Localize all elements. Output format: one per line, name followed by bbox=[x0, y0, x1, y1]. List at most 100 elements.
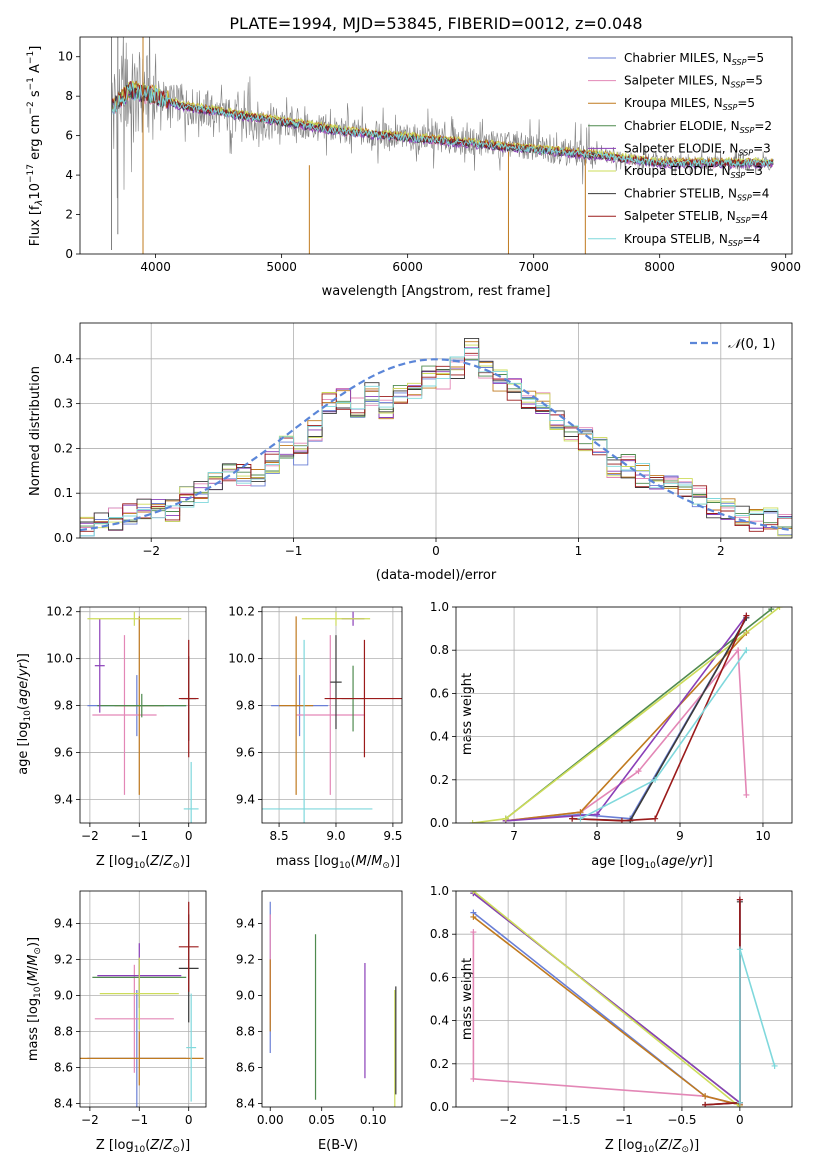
p5-axes: 7 8 9 10 0.0 0.2 0.4 0.6 0.8 1.0 bbox=[430, 600, 793, 843]
p3-ytick-label: 9.4 bbox=[54, 793, 73, 807]
hist-xtick-label: 0 bbox=[432, 544, 440, 558]
hist-ytick-label: 0.3 bbox=[54, 397, 73, 411]
spectrum-frame bbox=[79, 36, 793, 255]
p3-ytick-label: 9.6 bbox=[54, 746, 73, 760]
p6-plot-area bbox=[80, 901, 204, 1107]
p8-marker bbox=[470, 891, 477, 894]
p5-ytick-label: 0.0 bbox=[430, 816, 449, 830]
p5-marker bbox=[743, 791, 750, 798]
p3-xtick-label: −2 bbox=[81, 829, 99, 843]
legend-entry-7: Chabrier STELIB, NSSP=4 bbox=[624, 187, 769, 203]
model-spectrum-line-9 bbox=[111, 82, 774, 168]
p8-ytick-label: 1.0 bbox=[430, 884, 449, 898]
p7-ytick-label: 9.0 bbox=[236, 988, 255, 1002]
histogram-step-9 bbox=[80, 347, 792, 538]
p4-point-8 bbox=[324, 639, 402, 758]
legend-entry-5: Salpeter ELODIE, NSSP=3 bbox=[624, 141, 771, 157]
p8-ylabel: mass weight bbox=[460, 958, 475, 1040]
p6-xtick-label: −1 bbox=[130, 1113, 148, 1127]
spectrum-xtick-label: 5000 bbox=[266, 260, 297, 274]
p5-ytick-label: 1.0 bbox=[430, 600, 449, 614]
p4-ytick-label: 10.0 bbox=[228, 652, 255, 666]
gaussian-reference-curve bbox=[80, 358, 792, 532]
p6-xlabel: Z [log10(Z/Z⊙)] bbox=[96, 1138, 190, 1155]
p7-xtick-label: 0.00 bbox=[257, 1113, 284, 1127]
p8-xtick-label: 0 bbox=[736, 1113, 744, 1127]
p3-ytick-label: 10.2 bbox=[46, 605, 73, 619]
spectrum-xtick-label: 9000 bbox=[770, 260, 801, 274]
p4-frame bbox=[261, 606, 403, 824]
p8-series-6 bbox=[472, 891, 741, 1107]
p8-ytick-label: 0.0 bbox=[430, 1100, 449, 1114]
legend-entry-2: Salpeter MILES, NSSP=5 bbox=[624, 74, 763, 90]
p4-point-2 bbox=[296, 635, 365, 795]
p6-ylabel: mass [log10(M/M⊙)] bbox=[26, 937, 43, 1061]
p8-ytick-label: 0.8 bbox=[430, 927, 449, 941]
p4-ytick-label: 9.8 bbox=[236, 699, 255, 713]
p7-frame bbox=[261, 890, 403, 1108]
p4-plot-area bbox=[262, 611, 402, 823]
p8-marker bbox=[470, 1075, 477, 1082]
p3-point-8 bbox=[178, 639, 199, 758]
p3-xtick-label: 0 bbox=[185, 829, 193, 843]
p5-series-8 bbox=[572, 615, 748, 822]
p6-point-8 bbox=[178, 901, 199, 992]
hist-ytick-label: 0.0 bbox=[54, 531, 73, 545]
p5-marker bbox=[469, 820, 476, 823]
hist-ytick-label: 0.2 bbox=[54, 441, 73, 455]
legend-entry-4: Chabrier ELODIE, NSSP=2 bbox=[624, 119, 772, 135]
spectrum-ytick-label: 8 bbox=[65, 89, 73, 103]
p6-point-9 bbox=[186, 993, 197, 1102]
figure-title: PLATE=1994, MJD=53845, FIBERID=0012, z=0… bbox=[229, 14, 642, 33]
p7-ytick-label: 9.4 bbox=[236, 916, 255, 930]
p5-marker bbox=[577, 809, 584, 816]
p8-ytick-label: 0.6 bbox=[430, 970, 449, 984]
p3-point-2 bbox=[92, 635, 157, 795]
p3-point-5 bbox=[94, 618, 105, 713]
p5-ylabel: mass weight bbox=[460, 673, 475, 755]
p7-plot-area bbox=[269, 901, 397, 1107]
hist-ytick-label: 0.4 bbox=[54, 352, 73, 366]
spectrum-xtick-label: 7000 bbox=[518, 260, 549, 274]
hist-legend: 𝒩(0, 1) bbox=[690, 337, 775, 352]
hist-xtick-label: −1 bbox=[285, 544, 303, 558]
p6-ytick-label: 8.4 bbox=[54, 1096, 73, 1110]
p8-marker bbox=[771, 1062, 778, 1069]
p8-marker bbox=[702, 1093, 709, 1100]
p4-xlabel: mass [log10(M/M⊙)] bbox=[276, 854, 400, 871]
spectrum-xtick-label: 4000 bbox=[140, 260, 171, 274]
p4-ytick-label: 10.2 bbox=[228, 605, 255, 619]
p6-xtick-label: −2 bbox=[81, 1113, 99, 1127]
spectrum-ytick-label: 10 bbox=[58, 50, 73, 64]
p8-series-5 bbox=[472, 892, 741, 1105]
hist-xtick-label: 1 bbox=[575, 544, 583, 558]
p3-xlabel: Z [log10(Z/Z⊙)] bbox=[96, 854, 190, 871]
p5-ytick-label: 0.2 bbox=[430, 773, 449, 787]
p8-marker bbox=[736, 1099, 743, 1106]
spectrum-ytick-label: 6 bbox=[65, 129, 73, 143]
p7-ytick-label: 8.4 bbox=[236, 1096, 255, 1110]
p8-marker bbox=[736, 946, 743, 953]
p3-ylabel: age [log10(age/yr)] bbox=[16, 653, 33, 775]
p3-point-6 bbox=[87, 611, 182, 626]
p6-ytick-label: 8.8 bbox=[54, 1024, 73, 1038]
legend-entry-6: Kroupa ELODIE, NSSP=3 bbox=[624, 164, 763, 180]
p5-xlabel: age [log10(age/yr)] bbox=[591, 854, 713, 871]
p6-ytick-label: 9.4 bbox=[54, 916, 73, 930]
p4-xtick-label: 9.0 bbox=[326, 829, 345, 843]
p5-marker bbox=[502, 815, 509, 822]
p8-xtick-label: −2 bbox=[499, 1113, 517, 1127]
p6-axes: −2 −1 0 8.4 8.6 8.8 9.0 9.2 9.4 bbox=[54, 890, 207, 1127]
p8-series-8 bbox=[705, 899, 741, 1106]
p6-xtick-label: 0 bbox=[185, 1113, 193, 1127]
p5-frame bbox=[455, 606, 793, 824]
p7-xtick-label: 0.05 bbox=[308, 1113, 335, 1127]
p5-marker bbox=[577, 815, 584, 822]
p5-marker bbox=[743, 612, 750, 619]
p8-ytick-label: 0.2 bbox=[430, 1057, 449, 1071]
spectrum-ytick-label: 0 bbox=[65, 247, 73, 261]
hist-axes: −2 −1 0 1 2 0.0 0.1 0.2 0.3 0.4 bbox=[54, 322, 793, 558]
hist-ylabel: Normed distribution bbox=[28, 366, 43, 496]
p6-point-6 bbox=[99, 957, 179, 1030]
